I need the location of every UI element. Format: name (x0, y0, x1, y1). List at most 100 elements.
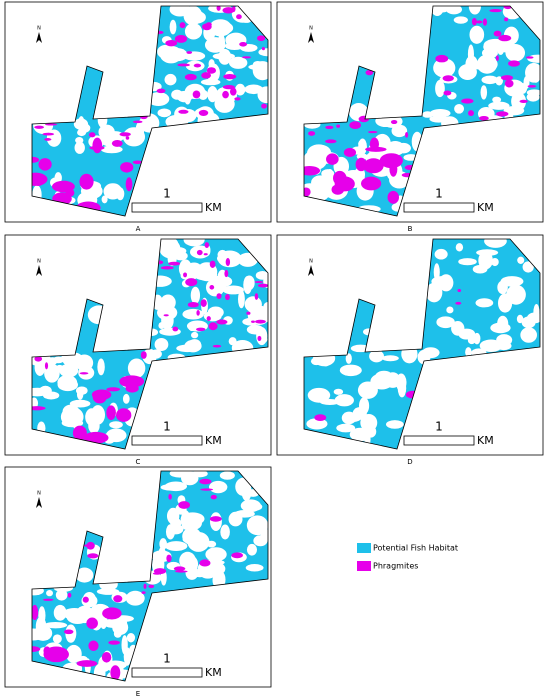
map-panel: N 1 KM (4, 466, 272, 688)
open-area (125, 590, 145, 606)
phragmites-patch (326, 153, 339, 165)
north-label: N (309, 26, 313, 32)
open-area (184, 515, 202, 530)
open-area (446, 306, 454, 314)
open-area (72, 411, 79, 429)
phragmites-patch (387, 190, 399, 204)
phragmites-patch (325, 139, 337, 144)
phragmites-patch (503, 6, 513, 10)
open-area (90, 405, 106, 425)
scale-unit: KM (477, 201, 494, 214)
open-area (421, 347, 440, 359)
phragmites-patch (216, 293, 222, 299)
phragmites-patch (435, 54, 449, 63)
legend-label: Potential Fish Habitat (373, 544, 458, 553)
phragmites-patch (239, 41, 247, 47)
open-area (191, 331, 199, 339)
open-area (33, 625, 53, 641)
open-area (60, 406, 84, 427)
study-area-outline (303, 238, 541, 450)
phragmites-patch (172, 326, 179, 332)
phragmites-patch (333, 170, 347, 186)
open-area (454, 103, 465, 114)
phragmites-patch (38, 158, 52, 171)
phragmites-patch (471, 17, 477, 26)
open-area (243, 275, 255, 291)
north-arrow (308, 265, 314, 276)
open-area (147, 92, 170, 106)
phragmites-patch (222, 90, 229, 99)
phragmites-patch (86, 541, 95, 550)
open-area (253, 535, 268, 547)
open-area (164, 73, 177, 86)
phragmites-patch (63, 629, 74, 635)
phragmites-patch (87, 553, 99, 559)
open-area (475, 298, 494, 308)
open-area (421, 111, 434, 118)
open-area (75, 137, 84, 144)
phragmites-patch (527, 84, 537, 88)
open-area (55, 589, 68, 601)
phragmites-patch (504, 79, 514, 88)
phragmites-patch (82, 596, 89, 603)
open-area (127, 358, 146, 378)
open-area (429, 108, 451, 118)
open-area (500, 276, 524, 287)
phragmites-patch (185, 278, 198, 287)
open-area (245, 563, 264, 572)
phragmites-patch (72, 425, 87, 441)
phragmites-patch (32, 172, 48, 186)
phragmites-patch (500, 75, 513, 81)
open-area (336, 423, 356, 433)
phragmites-patch (365, 70, 374, 76)
phragmites-patch (34, 356, 43, 362)
study-area-outline (31, 470, 269, 682)
phragmites-patch (143, 583, 147, 589)
phragmites-patch (390, 120, 398, 125)
open-area (246, 543, 258, 556)
open-area (179, 551, 196, 570)
open-area (516, 314, 524, 324)
open-area (205, 547, 227, 562)
open-area (249, 502, 263, 511)
phragmites-patch (325, 125, 334, 130)
open-area (381, 355, 399, 362)
open-area (255, 270, 268, 280)
open-area (478, 251, 493, 270)
phragmites-patch (110, 665, 121, 681)
phragmites-patch (234, 97, 241, 101)
panel-label: C (136, 458, 141, 466)
phragmites-patch (254, 293, 259, 300)
phragmites-patch (200, 299, 207, 307)
phragmites-patch (44, 138, 52, 141)
open-area (204, 37, 226, 53)
phragmites-patch (495, 55, 499, 61)
phragmites-patch (493, 30, 502, 37)
phragmites-patch (254, 319, 266, 324)
scale-bar (131, 435, 203, 446)
open-area (345, 353, 352, 364)
open-area (436, 6, 450, 13)
open-area (455, 243, 464, 252)
phragmites-patch (196, 310, 200, 316)
scale-bar (403, 202, 475, 213)
open-area (438, 274, 454, 292)
open-area (237, 290, 245, 309)
open-area (370, 373, 394, 390)
phragmites-patch (222, 7, 235, 14)
phragmites-patch (203, 253, 208, 256)
open-area (257, 86, 268, 104)
phragmites-patch (140, 351, 147, 359)
phragmites-patch (196, 327, 206, 332)
phragmites-patch (499, 112, 504, 117)
study-area-outline (31, 238, 269, 450)
open-area (496, 334, 513, 346)
open-area (473, 332, 481, 345)
phragmites-patch (526, 56, 534, 59)
phragmites-patch (225, 258, 231, 267)
phragmites-patch (251, 320, 255, 323)
open-area (369, 350, 384, 363)
open-area (306, 144, 331, 163)
open-area (75, 386, 88, 395)
